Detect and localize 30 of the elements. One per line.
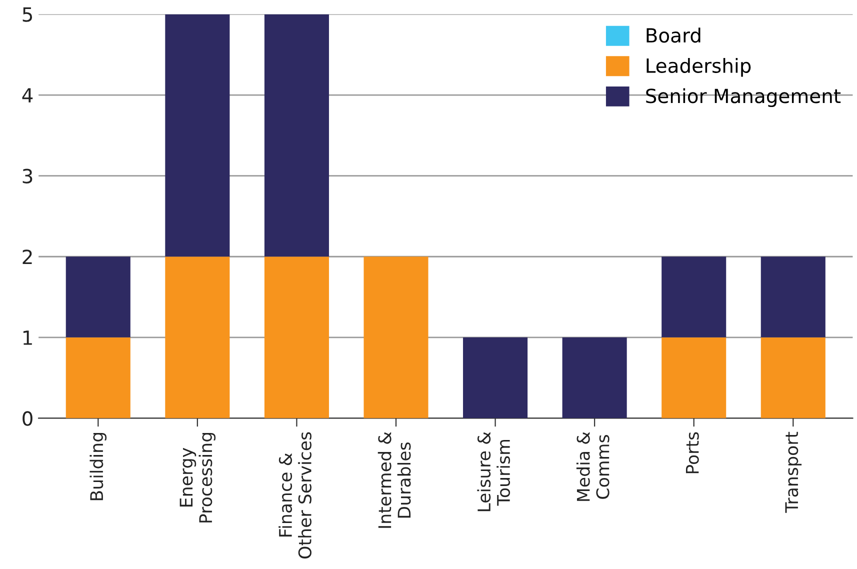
y-tick-label: 5 (22, 7, 32, 22)
bar (264, 256, 329, 418)
y-tick-label: 2 (22, 250, 32, 264)
legend-label: Senior Management (646, 88, 841, 108)
bar (364, 256, 428, 418)
bar (463, 337, 528, 418)
bar (760, 256, 826, 338)
legend-label: Leadership (646, 58, 751, 77)
y-tick-label: 3 (22, 168, 32, 184)
y-tick-label: 0 (22, 411, 32, 426)
x-tick-label: Energy Processing (180, 432, 216, 522)
bar (760, 337, 826, 418)
y-tick-label: 4 (22, 88, 33, 102)
bar (165, 256, 230, 418)
y-tick-label: 1 (23, 330, 32, 345)
bar (66, 256, 130, 338)
x-tick-label: Ports (686, 432, 699, 474)
x-tick-label: Intermed & Durables (378, 432, 411, 528)
bar (662, 337, 726, 418)
x-tick-label: Finance & Other Services (278, 432, 312, 558)
bar (165, 14, 230, 257)
x-tick-label: Leisure & Tourism (477, 432, 510, 512)
x-tick-label: Media & Comms (576, 432, 610, 501)
bar (66, 337, 130, 418)
x-tick-label: Building (90, 432, 107, 500)
bar (662, 256, 726, 338)
bar (264, 14, 329, 257)
bar (562, 337, 627, 418)
x-tick-label: Transport (785, 432, 802, 513)
legend-label: Board (646, 28, 700, 43)
